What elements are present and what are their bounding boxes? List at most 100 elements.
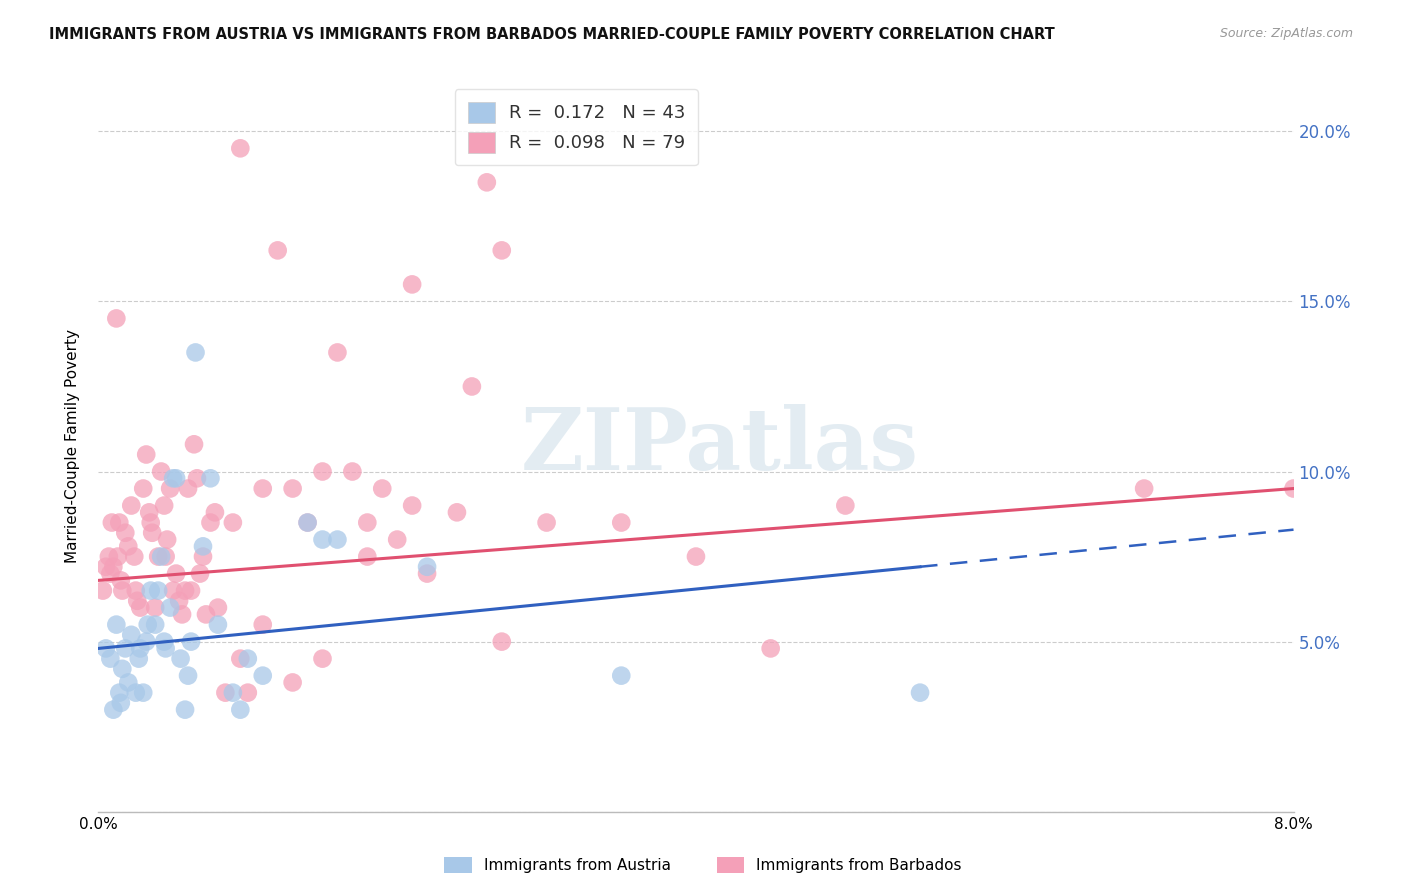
Point [114,525,136,540]
Point [236,686,259,700]
Point [91,583,114,598]
Point [132,482,155,496]
Point [385,533,409,547]
Point [685,549,707,564]
Point [159,482,181,496]
Point [97,549,120,564]
Point [184,345,207,359]
Point [252,617,274,632]
Point [491,244,513,258]
Point [111,583,134,598]
Y-axis label: Married-Couple Family Poverty: Married-Couple Family Poverty [65,329,80,563]
Point [138,505,160,519]
Point [610,516,633,530]
Point [281,675,304,690]
Point [180,583,202,598]
Point [105,311,128,326]
Point [148,549,170,564]
Text: IMMIGRANTS FROM AUSTRIA VS IMMIGRANTS FROM BARBADOS MARRIED-COUPLE FAMILY POVERT: IMMIGRANTS FROM AUSTRIA VS IMMIGRANTS FR… [49,27,1054,42]
Point [162,583,184,598]
Point [229,651,252,665]
Point [125,583,148,598]
Point [180,634,202,648]
Point [117,540,139,554]
Point [135,448,157,462]
Point [297,516,319,530]
Point [475,175,498,189]
Point [311,465,333,479]
Point [207,617,229,632]
Point [139,583,162,598]
Point [401,277,423,292]
Point [94,641,117,656]
Point [267,244,290,258]
Point [108,516,131,530]
Point [155,549,177,564]
Point [204,505,226,519]
Point [401,499,423,513]
Point [326,533,349,547]
Point [311,651,333,665]
Point [136,617,159,632]
Point [165,566,187,581]
Point [356,516,378,530]
Point [222,516,245,530]
Point [200,516,222,530]
Point [229,141,252,155]
Point [111,662,134,676]
Legend: Immigrants from Austria, Immigrants from Barbados: Immigrants from Austria, Immigrants from… [436,849,970,880]
Point [174,703,197,717]
Point [153,634,176,648]
Point [127,594,149,608]
Point [132,686,155,700]
Point [129,641,152,656]
Point [186,471,208,485]
Point [110,574,132,588]
Point [326,345,349,359]
Point [129,600,152,615]
Point [150,465,173,479]
Point [356,549,378,564]
Point [195,607,218,622]
Point [148,583,170,598]
Point [188,566,211,581]
Point [536,516,558,530]
Point [172,607,194,622]
Point [150,549,173,564]
Point [174,583,197,598]
Point [207,600,229,615]
Point [416,559,439,574]
Point [105,617,128,632]
Point [252,482,274,496]
Point [94,559,117,574]
Point [610,668,633,682]
Point [114,641,136,656]
Point [153,499,176,513]
Point [342,465,364,479]
Point [98,651,122,665]
Point [416,566,439,581]
Point [117,675,139,690]
Point [143,600,166,615]
Point [159,600,181,615]
Point [167,594,190,608]
Text: ZIPatlas: ZIPatlas [520,404,920,488]
Legend: R =  0.172   N = 43, R =  0.098   N = 79: R = 0.172 N = 43, R = 0.098 N = 79 [456,89,697,165]
Point [107,549,129,564]
Point [1133,482,1156,496]
Point [108,686,131,700]
Text: Source: ZipAtlas.com: Source: ZipAtlas.com [1219,27,1353,40]
Point [155,641,177,656]
Point [191,549,214,564]
Point [236,651,259,665]
Point [908,686,931,700]
Point [834,499,856,513]
Point [120,628,142,642]
Point [200,471,222,485]
Point [103,703,125,717]
Point [491,634,513,648]
Point [191,540,214,554]
Point [446,505,468,519]
Point [169,651,191,665]
Point [229,703,252,717]
